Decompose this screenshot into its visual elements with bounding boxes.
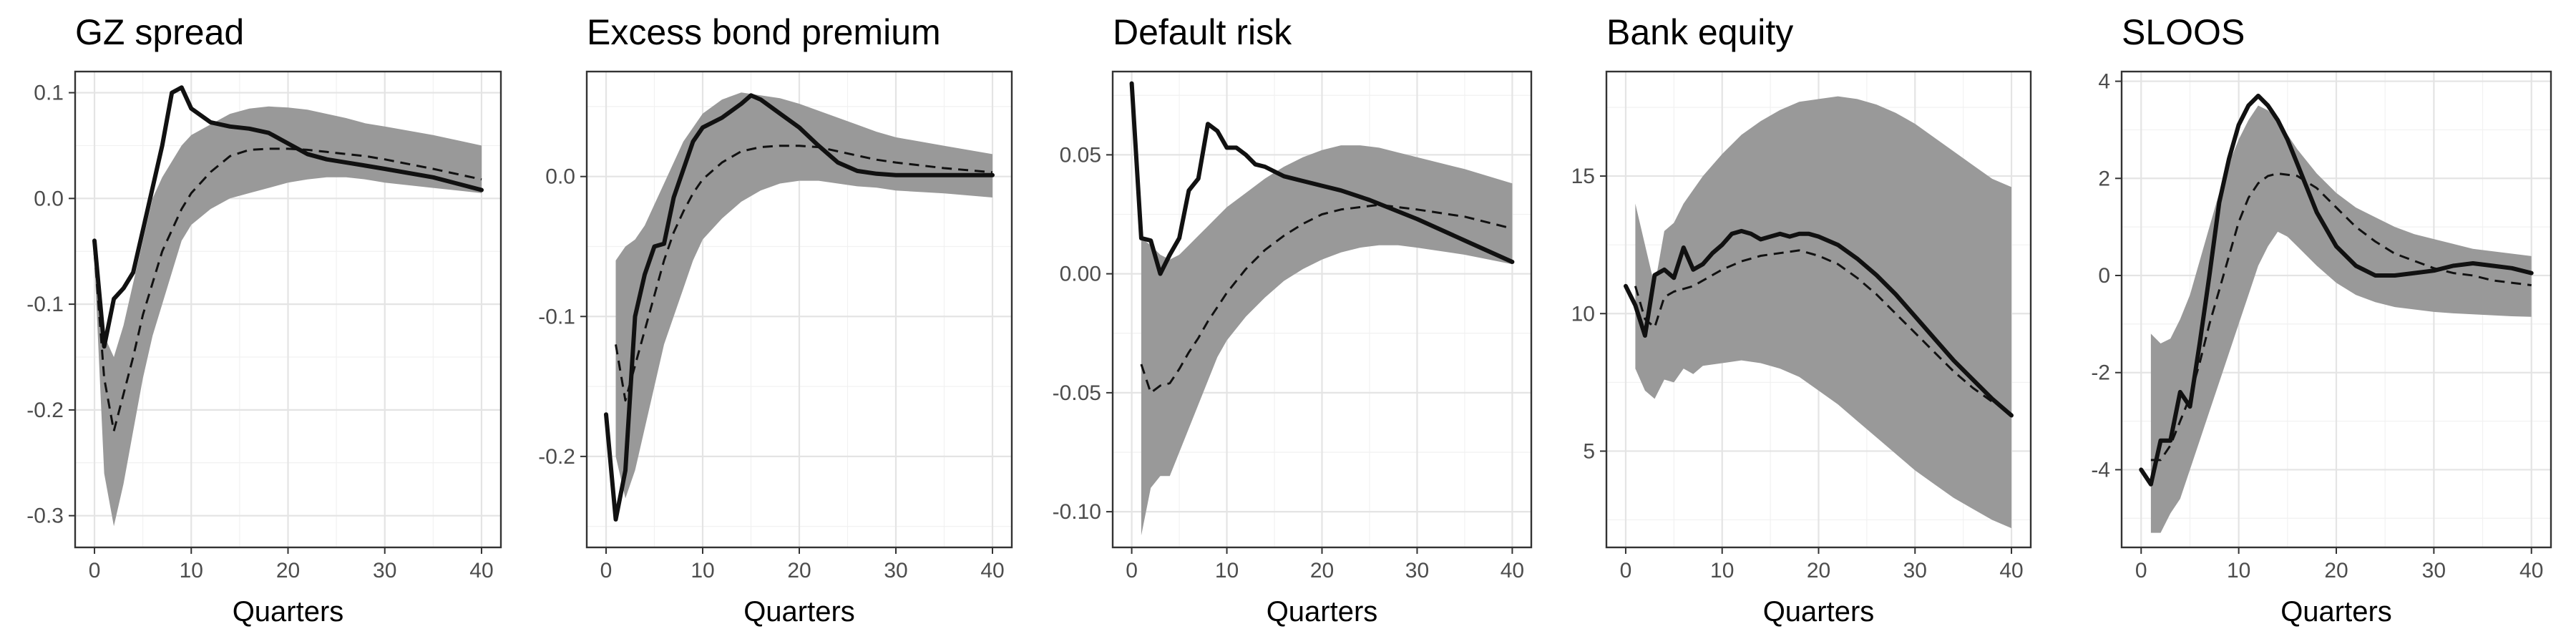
x-tick-label: 40: [980, 559, 1004, 582]
series-line-dashed: [93, 147, 482, 432]
x-tick-label: 0: [1126, 559, 1138, 582]
x-tick-label: 20: [276, 559, 300, 582]
series-line-solid: [92, 85, 484, 349]
x-tick-label: 30: [884, 559, 907, 582]
x-tick-label: 20: [1310, 559, 1334, 582]
y-tick-label: -2: [2091, 361, 2110, 385]
x-tick-label: 20: [787, 559, 811, 582]
x-tick-label: 0: [1620, 559, 1632, 582]
panel-title: GZ spread: [75, 12, 244, 52]
y-tick-label: 0.0: [34, 187, 64, 210]
x-axis-title: Quarters: [1267, 596, 1378, 628]
x-axis-title: Quarters: [743, 596, 855, 628]
panel-0: 0 10 20 30 40 -0.3 -0.2 -0.1 0.0 0.1 GZ spread Quar…: [26, 12, 502, 628]
x-axis-title: Quarters: [233, 596, 344, 628]
x-tick-label: 40: [2519, 559, 2543, 582]
x-tick-label: 10: [1710, 559, 1734, 582]
y-tick-label: 0.05: [1060, 143, 1101, 167]
confidence-band: [615, 92, 992, 499]
x-tick-label: 10: [180, 559, 203, 582]
y-tick-label: -0.2: [538, 445, 575, 469]
panel-1: 0 10 20 30 40 -0.2 -0.1 0.0 Excess bond premium Q…: [538, 12, 1013, 628]
x-axis-title: Quarters: [1763, 596, 1875, 628]
y-tick-label: 15: [1571, 165, 1595, 188]
panel-2: 0 10 20 30 40 -0.10 -0.05 0.00 0.05 Default risk Q…: [1053, 12, 1533, 628]
y-tick-label: 2: [2098, 167, 2110, 190]
y-tick-label: 0.00: [1060, 263, 1101, 286]
x-tick-label: 10: [2227, 559, 2250, 582]
x-tick-label: 30: [1405, 559, 1429, 582]
confidence-band: [1635, 96, 2011, 529]
x-tick-label: 30: [373, 559, 396, 582]
x-tick-label: 0: [600, 559, 613, 582]
series-line-solid: [1129, 81, 1515, 276]
y-tick-label: 0: [2098, 264, 2110, 288]
confidence-band: [1141, 145, 1513, 536]
y-tick-label: 5: [1583, 439, 1595, 463]
x-axis-title: Quarters: [2280, 596, 2392, 628]
confidence-band: [2150, 105, 2532, 533]
panel-title: Bank equity: [1606, 12, 1793, 52]
y-tick-label: -0.1: [538, 305, 575, 328]
x-tick-label: 30: [1903, 559, 1927, 582]
x-tick-label: 20: [1807, 559, 1830, 582]
panel-title: Default risk: [1113, 12, 1292, 52]
y-tick-label: -0.05: [1053, 381, 1101, 405]
y-tick-label: -0.10: [1053, 500, 1101, 524]
x-tick-label: 40: [1999, 559, 2023, 582]
series-line-solid: [1624, 228, 2014, 418]
series-line-solid: [2139, 93, 2534, 487]
x-tick-label: 0: [2135, 559, 2147, 582]
x-tick-label: 10: [1215, 559, 1239, 582]
x-tick-label: 0: [89, 559, 101, 582]
y-tick-label: -4: [2091, 458, 2110, 482]
x-tick-label: 40: [1501, 559, 1524, 582]
panel-title: SLOOS: [2122, 12, 2245, 52]
y-tick-label: 0.0: [545, 165, 575, 189]
series-line-solid: [604, 93, 995, 522]
x-tick-label: 30: [2422, 559, 2446, 582]
x-tick-label: 20: [2324, 559, 2348, 582]
x-tick-label: 10: [691, 559, 714, 582]
y-tick-label: 4: [2098, 70, 2110, 94]
panel-3: 0 10 20 30 40 5 10 15 Bank equity Quarters: [1571, 12, 2032, 628]
confidence-band: [94, 106, 482, 527]
y-tick-label: 0.1: [34, 82, 64, 105]
y-tick-label: -0.3: [26, 504, 64, 528]
panel-4: 0 10 20 30 40 -4 -2 0 2 4 SLOOS Quarters: [2091, 12, 2552, 628]
y-tick-label: 10: [1571, 302, 1595, 326]
series-line-dashed: [615, 145, 993, 402]
series-line-dashed: [1634, 249, 2012, 414]
panel-title: Excess bond premium: [587, 12, 941, 52]
y-tick-label: -0.2: [26, 399, 64, 422]
x-tick-label: 40: [469, 559, 493, 582]
y-tick-label: -0.1: [26, 293, 64, 316]
